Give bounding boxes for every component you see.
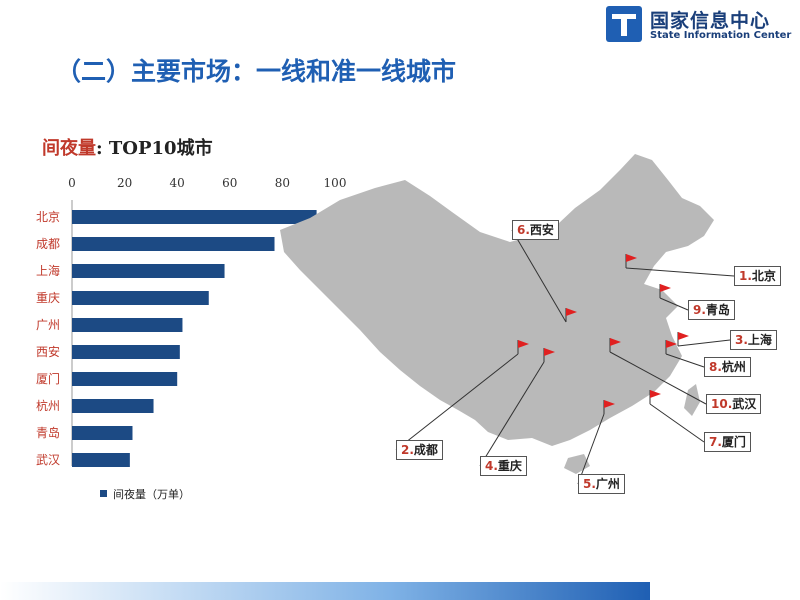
china-map (280, 154, 735, 485)
callout-rank: 8. (709, 360, 722, 374)
logo-name: 国家信息中心 (650, 10, 771, 32)
x-tick-label: 40 (170, 176, 185, 190)
slide-title: （二）主要市场：一线和准一线城市 (56, 57, 457, 86)
category-label: 北京 (36, 210, 60, 224)
chart-title: 间夜量: TOP10城市 (42, 134, 213, 160)
city-callout: 2.成都 (396, 440, 443, 460)
bar (72, 372, 178, 386)
callout-city: 杭州 (721, 360, 746, 374)
callout-leader-line (677, 339, 731, 347)
category-label: 重庆 (36, 291, 60, 305)
legend-label: 间夜量（万单） (113, 488, 190, 501)
city-flag-icon (610, 338, 621, 346)
callout-city: 厦门 (721, 435, 746, 449)
callout-rank: 2. (401, 443, 414, 457)
city-callout: 5.广州 (578, 474, 625, 494)
callout-rank: 4. (485, 459, 498, 473)
bar (72, 210, 317, 224)
category-label: 上海 (36, 263, 60, 278)
callout-city: 青岛 (705, 303, 730, 317)
city-flag-icon (650, 390, 661, 398)
city-flag-icon (518, 340, 529, 348)
bar (72, 345, 180, 359)
hainan-island (564, 454, 590, 474)
city-callout: 7.厦门 (704, 432, 751, 452)
city-callout: 4.重庆 (480, 456, 527, 476)
x-tick-label: 100 (324, 176, 347, 190)
city-flag-icon (544, 348, 555, 356)
bar (72, 318, 183, 332)
chart-title-rest: : TOP10城市 (96, 138, 213, 159)
map-flags-and-leaders (395, 229, 735, 485)
logo-english-name: State Information Center (650, 30, 792, 41)
category-label: 广州 (36, 318, 60, 332)
city-flag-icon (604, 400, 615, 408)
taiwan-island (684, 384, 700, 416)
callout-rank: 6. (517, 223, 530, 237)
callout-city: 北京 (751, 269, 776, 283)
bar (72, 453, 130, 467)
x-tick-label: 60 (222, 176, 237, 190)
city-flag-icon (666, 340, 677, 348)
x-tick-label: 80 (275, 176, 290, 190)
china-map-shape (280, 154, 714, 446)
callout-leader-line (577, 413, 605, 485)
callout-leader-line (625, 267, 735, 277)
city-callout: 6.西安 (512, 220, 559, 240)
x-tick-label: 20 (117, 176, 132, 190)
bar (72, 291, 209, 305)
bar (72, 264, 225, 278)
bar (72, 399, 154, 413)
callout-city: 广州 (595, 477, 620, 491)
callout-rank: 5. (583, 477, 596, 491)
callout-rank: 10. (711, 397, 733, 411)
city-flag-icon (660, 284, 671, 292)
bar (72, 426, 133, 440)
state-information-center-logo: 国家信息中心 State Information Center (606, 4, 796, 46)
category-label: 厦门 (36, 371, 60, 386)
category-label: 青岛 (36, 425, 60, 440)
callout-city: 武汉 (732, 397, 757, 411)
city-callout: 1.北京 (734, 266, 781, 286)
callout-city: 重庆 (497, 459, 522, 473)
callout-rank: 7. (709, 435, 722, 449)
callout-city: 上海 (747, 333, 772, 347)
chart-title-highlight: 间夜量 (42, 138, 96, 159)
callout-rank: 3. (735, 333, 748, 347)
city-flag-icon (678, 332, 689, 340)
category-label: 成都 (36, 237, 60, 251)
footer-bar (0, 582, 650, 600)
city-callout: 8.杭州 (704, 357, 751, 377)
logo-mark-icon (606, 6, 642, 42)
city-callout: 10.武汉 (706, 394, 762, 414)
chart-legend: 间夜量（万单） (100, 486, 190, 502)
callout-rank: 9. (693, 303, 706, 317)
city-flag-icon (566, 308, 577, 316)
city-callout: 9.青岛 (688, 300, 735, 320)
callout-leader-line (511, 229, 567, 323)
legend-swatch (100, 490, 107, 497)
category-label: 武汉 (36, 453, 60, 467)
callout-leader-line (479, 361, 545, 467)
callout-rank: 1. (739, 269, 752, 283)
callout-city: 成都 (413, 443, 438, 457)
callout-leader-line (649, 403, 705, 443)
city-flag-icon (626, 254, 637, 262)
x-tick-label: 0 (68, 176, 76, 190)
callout-city: 西安 (529, 223, 554, 237)
city-callout: 3.上海 (730, 330, 777, 350)
category-label: 西安 (36, 344, 60, 359)
callout-leader-line (665, 353, 705, 368)
callout-leader-line (659, 297, 689, 311)
bar (72, 237, 275, 251)
callout-leader-line (609, 351, 707, 405)
callout-leader-line (395, 353, 519, 451)
category-label: 杭州 (36, 398, 60, 413)
